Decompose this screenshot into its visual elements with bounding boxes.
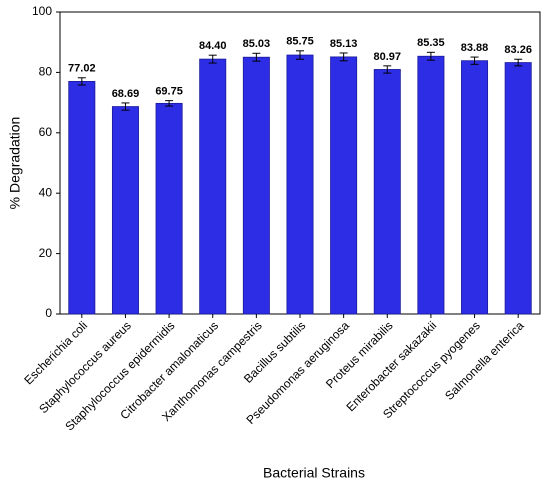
error-bar bbox=[470, 56, 479, 65]
bar bbox=[286, 54, 314, 315]
error-bar bbox=[296, 50, 304, 60]
bar bbox=[111, 106, 139, 315]
value-label: 84.40 bbox=[199, 40, 227, 52]
bar bbox=[242, 56, 270, 315]
bar bbox=[68, 80, 96, 315]
y-tick-label: 80 bbox=[39, 65, 53, 79]
error-bar bbox=[208, 54, 217, 64]
value-label: 68.69 bbox=[112, 88, 140, 100]
y-tick-label: 20 bbox=[39, 246, 53, 260]
bar bbox=[461, 60, 489, 315]
value-label: 69.75 bbox=[155, 86, 183, 98]
y-tick-label: 40 bbox=[39, 185, 53, 199]
error-bar bbox=[77, 77, 86, 86]
value-label: 85.03 bbox=[243, 38, 271, 50]
bar bbox=[330, 56, 358, 315]
value-label: 85.13 bbox=[330, 38, 358, 50]
value-label: 85.35 bbox=[417, 37, 445, 49]
y-tick-label: 100 bbox=[32, 4, 52, 18]
x-axis-title: Bacterial Strains bbox=[263, 465, 365, 481]
bar bbox=[504, 62, 532, 315]
x-tick-label: Salmonella enterica bbox=[442, 318, 527, 403]
value-label: 85.75 bbox=[286, 36, 314, 48]
bar bbox=[417, 55, 445, 315]
error-bar bbox=[165, 100, 174, 107]
bar bbox=[373, 69, 401, 315]
value-label: 83.26 bbox=[504, 44, 532, 56]
bar bbox=[199, 58, 227, 315]
error-bar bbox=[514, 58, 523, 67]
error-bar bbox=[121, 102, 130, 111]
value-label: 80.97 bbox=[374, 51, 402, 63]
error-bar bbox=[339, 52, 348, 62]
bar bbox=[155, 102, 183, 315]
error-bar bbox=[383, 65, 392, 74]
y-axis-title: % Degradation bbox=[7, 117, 23, 210]
error-bar bbox=[426, 51, 435, 61]
value-label: 83.88 bbox=[461, 42, 489, 54]
y-tick-label: 60 bbox=[39, 125, 53, 139]
value-label: 77.02 bbox=[68, 63, 96, 75]
error-bar bbox=[252, 52, 261, 62]
y-tick-label: 0 bbox=[45, 306, 52, 320]
